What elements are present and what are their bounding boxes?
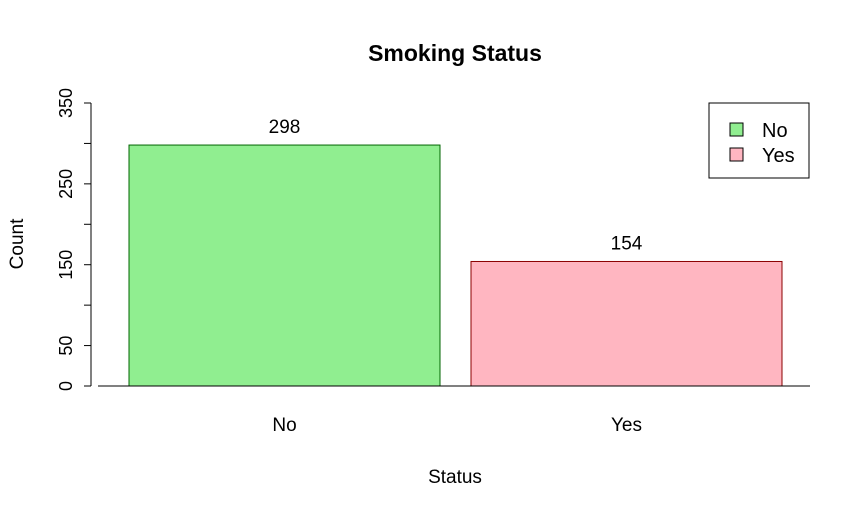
y-tick-label: 350 <box>56 88 76 118</box>
y-tick-label: 150 <box>56 250 76 280</box>
bars: 298 154 <box>128 117 783 387</box>
x-category-label: Yes <box>611 415 642 436</box>
y-tick-label: 0 <box>56 381 76 391</box>
bar-no <box>128 144 441 387</box>
x-axis-title: Status <box>428 467 482 488</box>
y-tick-label: 50 <box>56 336 76 356</box>
y-axis-title: Count <box>7 218 28 269</box>
x-axis: No Yes <box>98 385 810 436</box>
y-axis: 0 50 150 250 350 <box>56 88 92 391</box>
data-label: 154 <box>611 233 643 254</box>
y-tick-label: 250 <box>56 169 76 199</box>
bar-yes <box>470 260 783 387</box>
x-category-label: No <box>272 415 296 436</box>
legend-label-no: No <box>762 120 788 142</box>
chart-title: Smoking Status <box>368 40 542 66</box>
legend-box <box>708 102 810 179</box>
legend: No Yes <box>708 102 810 179</box>
legend-label-yes: Yes <box>762 145 795 167</box>
data-label: 298 <box>269 117 301 138</box>
legend-swatch-no <box>729 122 744 137</box>
legend-swatch-yes <box>729 147 744 162</box>
